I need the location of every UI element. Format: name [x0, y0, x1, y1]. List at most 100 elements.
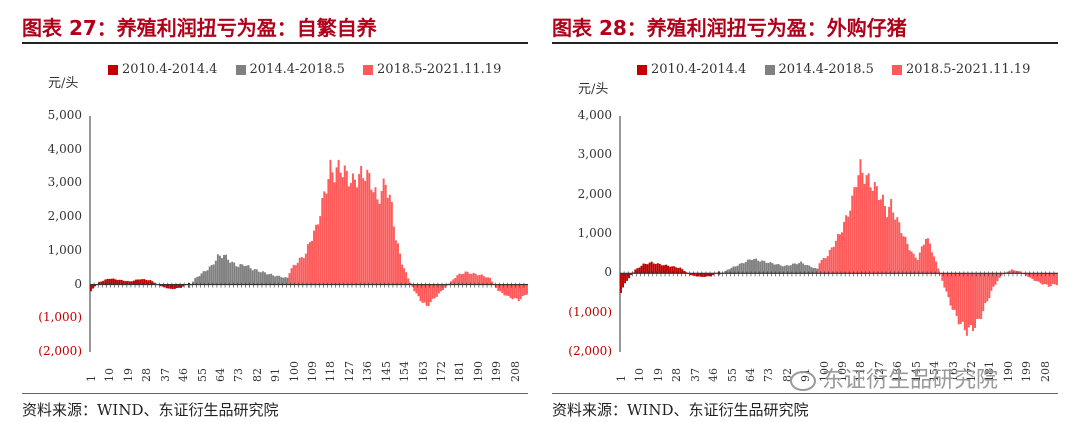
bar-series-1: [689, 273, 692, 276]
bar-series-1: [141, 279, 144, 285]
y-tick-label: 1,000: [47, 242, 82, 257]
bar-series-2: [251, 270, 254, 285]
x-tick-label: 37: [688, 368, 702, 382]
bar-series-3: [468, 273, 471, 285]
bar-series-2: [753, 259, 755, 274]
bar-series-1: [669, 266, 672, 274]
bar-series-3: [300, 257, 303, 285]
bar-series-1: [108, 278, 111, 285]
bar-series-1: [165, 284, 168, 289]
bar-series-2: [286, 277, 289, 285]
bar-series-3: [972, 273, 974, 331]
bar-series-2: [278, 275, 281, 285]
x-tick-label: 199: [490, 361, 504, 382]
bar-series-1: [171, 284, 174, 290]
legend-item-s1: 2010.4-2014.4: [108, 62, 217, 77]
bar-series-1: [660, 265, 663, 274]
bar-series-3: [370, 189, 373, 285]
bar-series-2: [241, 264, 244, 285]
y-tick-label: 0: [74, 276, 82, 291]
legend-swatch-s2: [764, 64, 775, 75]
bar-series-3: [963, 273, 966, 331]
bar-series-3: [818, 263, 821, 274]
source-note-left: 资料来源：WIND、东证衍生品研究院: [22, 401, 279, 419]
bar-series-2: [216, 254, 219, 285]
bar-series-3: [1010, 269, 1013, 274]
bar-series-3: [1012, 270, 1015, 274]
y-tick-label: 4,000: [47, 141, 82, 156]
y-tick-label: 4,000: [577, 108, 612, 122]
x-tick-label: 46: [177, 368, 191, 382]
legend-label-s3: 2018.5-2021.11.19: [377, 62, 502, 77]
bar-series-1: [112, 278, 115, 285]
y-tick-label: (2,000): [568, 344, 612, 358]
bar-series-3: [302, 258, 305, 285]
bar-series-3: [834, 240, 837, 274]
bar-series-3: [290, 268, 293, 285]
bar-series-2: [229, 262, 232, 285]
title-rule-right: [552, 42, 1058, 44]
bar-series-2: [742, 263, 745, 274]
bar-series-2: [239, 263, 242, 285]
bar-series-3: [871, 190, 874, 274]
bar-series-3: [407, 278, 410, 285]
bar-series-3: [865, 175, 868, 274]
bar-series-3: [877, 199, 880, 274]
bar-series-1: [175, 284, 178, 289]
bar-series-2: [798, 263, 801, 274]
bar-series-3: [929, 243, 932, 274]
x-tick-label: 28: [670, 368, 684, 382]
bar-series-1: [126, 280, 129, 285]
bar-series-3: [323, 191, 326, 285]
bar-series-3: [822, 257, 825, 274]
bar-series-3: [951, 273, 954, 310]
bar-series-3: [405, 272, 408, 285]
bar-series-3: [380, 191, 383, 285]
bar-series-3: [945, 273, 948, 292]
bar-series-2: [802, 263, 805, 274]
y-tick-label: 2,000: [47, 209, 82, 224]
bar-series-3: [1053, 273, 1056, 285]
bar-series-1: [718, 271, 721, 274]
y-tick-label: 1,000: [577, 226, 612, 240]
bar-series-2: [200, 273, 203, 285]
bar-series-2: [245, 265, 248, 285]
bar-series-2: [270, 273, 273, 285]
bar-series-3: [1019, 271, 1022, 274]
bar-series-1: [626, 273, 629, 281]
x-tick-label: 91: [269, 368, 283, 382]
bar-series-3: [931, 252, 934, 274]
bar-series-3: [1035, 273, 1038, 282]
bar-series-3: [417, 284, 420, 297]
bar-series-3: [319, 216, 322, 285]
legend-item-s3: 2018.5-2021.11.19: [892, 62, 1030, 77]
bar-series-1: [151, 281, 154, 285]
bar-series-3: [466, 271, 469, 285]
legend-swatch-s2: [235, 64, 246, 75]
bar-series-3: [403, 268, 406, 285]
bar-series-3: [884, 206, 886, 274]
bar-series-3: [961, 273, 964, 322]
bar-series-3: [916, 259, 919, 274]
bar-series-3: [996, 273, 999, 282]
bar-series-3: [1039, 273, 1042, 284]
bar-series-1: [620, 273, 622, 293]
bar-series-3: [886, 217, 889, 274]
bar-series-3: [460, 274, 463, 285]
bar-series-1: [634, 269, 637, 274]
y-tick-label: 3,000: [47, 175, 82, 190]
legend-swatch-s1: [637, 64, 647, 75]
bar-series-1: [677, 267, 680, 274]
bar-series-2: [744, 261, 747, 274]
bar-series-2: [235, 266, 238, 285]
bar-series-3: [388, 194, 391, 285]
bar-series-3: [501, 284, 504, 294]
watermark: 东证衍生品研究院: [790, 362, 998, 394]
bar-series-3: [384, 184, 387, 285]
x-tick-label: 55: [725, 368, 739, 382]
bar-series-3: [343, 165, 346, 285]
bar-series-3: [433, 284, 436, 299]
bar-series-3: [959, 273, 962, 324]
bar-series-2: [757, 260, 760, 274]
bar-series-3: [298, 257, 301, 285]
